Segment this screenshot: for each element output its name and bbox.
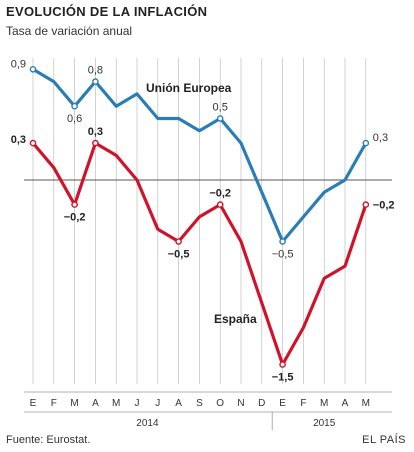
eu-series-line: [31, 67, 368, 244]
x-tick-label: M: [362, 398, 370, 409]
eu-data-label: 0,9: [11, 58, 26, 70]
spain-point-marker: [279, 361, 286, 368]
eu-point-marker: [362, 139, 370, 147]
year-label: 2014: [136, 418, 159, 429]
x-tick-label: F: [51, 398, 57, 409]
eu-point-marker: [71, 102, 78, 110]
x-tick-label: J: [155, 398, 160, 409]
eu-data-label: 0,8: [88, 65, 103, 77]
spain-data-label: −0,2: [64, 212, 86, 224]
chart-title: EVOLUCIÓN DE LA INFLACIÓN: [6, 4, 208, 19]
spain-data-label: 0,3: [88, 126, 103, 138]
spain-point-marker: [29, 139, 37, 147]
eu-point-marker: [29, 66, 37, 73]
spain-series-name: España: [214, 312, 257, 326]
spain-data-label: −0,2: [373, 200, 395, 212]
eu-data-label: 0,5: [213, 102, 228, 114]
spain-data-label: 0,3: [11, 134, 26, 146]
eu-point-marker: [92, 78, 99, 85]
x-tick-label: O: [216, 398, 224, 409]
x-tick-label: M: [112, 398, 120, 409]
eu-data-label: 0,3: [373, 132, 388, 144]
x-tick-label: M: [70, 398, 78, 409]
eu-point-marker: [216, 115, 224, 122]
spain-point-marker: [92, 139, 99, 147]
x-tick-label: M: [320, 398, 328, 409]
x-tick-label: S: [196, 398, 203, 409]
x-tick-label: E: [30, 398, 37, 409]
eu-data-label: −0,5: [272, 249, 294, 261]
spain-point-marker: [71, 201, 78, 208]
x-tick-label: A: [92, 398, 99, 409]
eu-point-marker: [279, 238, 286, 245]
x-tick-label: J: [135, 398, 140, 409]
chart-subtitle: Tasa de variación anual: [6, 24, 133, 38]
spain-series-line: [31, 141, 368, 367]
spain-data-label: −1,5: [272, 372, 294, 384]
x-tick-label: E: [279, 398, 286, 409]
eu-data-label: 0,6: [67, 113, 82, 125]
spain-point-marker: [216, 201, 224, 208]
x-tick-label: D: [258, 398, 265, 409]
x-tick-label: A: [342, 398, 349, 409]
year-label: 2015: [313, 418, 336, 429]
x-tick-label: A: [175, 398, 182, 409]
x-tick-label: N: [237, 398, 244, 409]
spain-point-marker: [175, 238, 182, 245]
source-note: Fuente: Eurostat.: [6, 434, 91, 446]
spain-point-marker: [362, 201, 370, 208]
x-tick-label: F: [300, 398, 306, 409]
spain-data-label: −0,5: [168, 249, 190, 261]
spain-data-label: −0,2: [209, 188, 231, 200]
eu-series-name: Unión Europea: [146, 81, 232, 95]
brand-logo-text: EL PAÍS: [362, 434, 406, 446]
